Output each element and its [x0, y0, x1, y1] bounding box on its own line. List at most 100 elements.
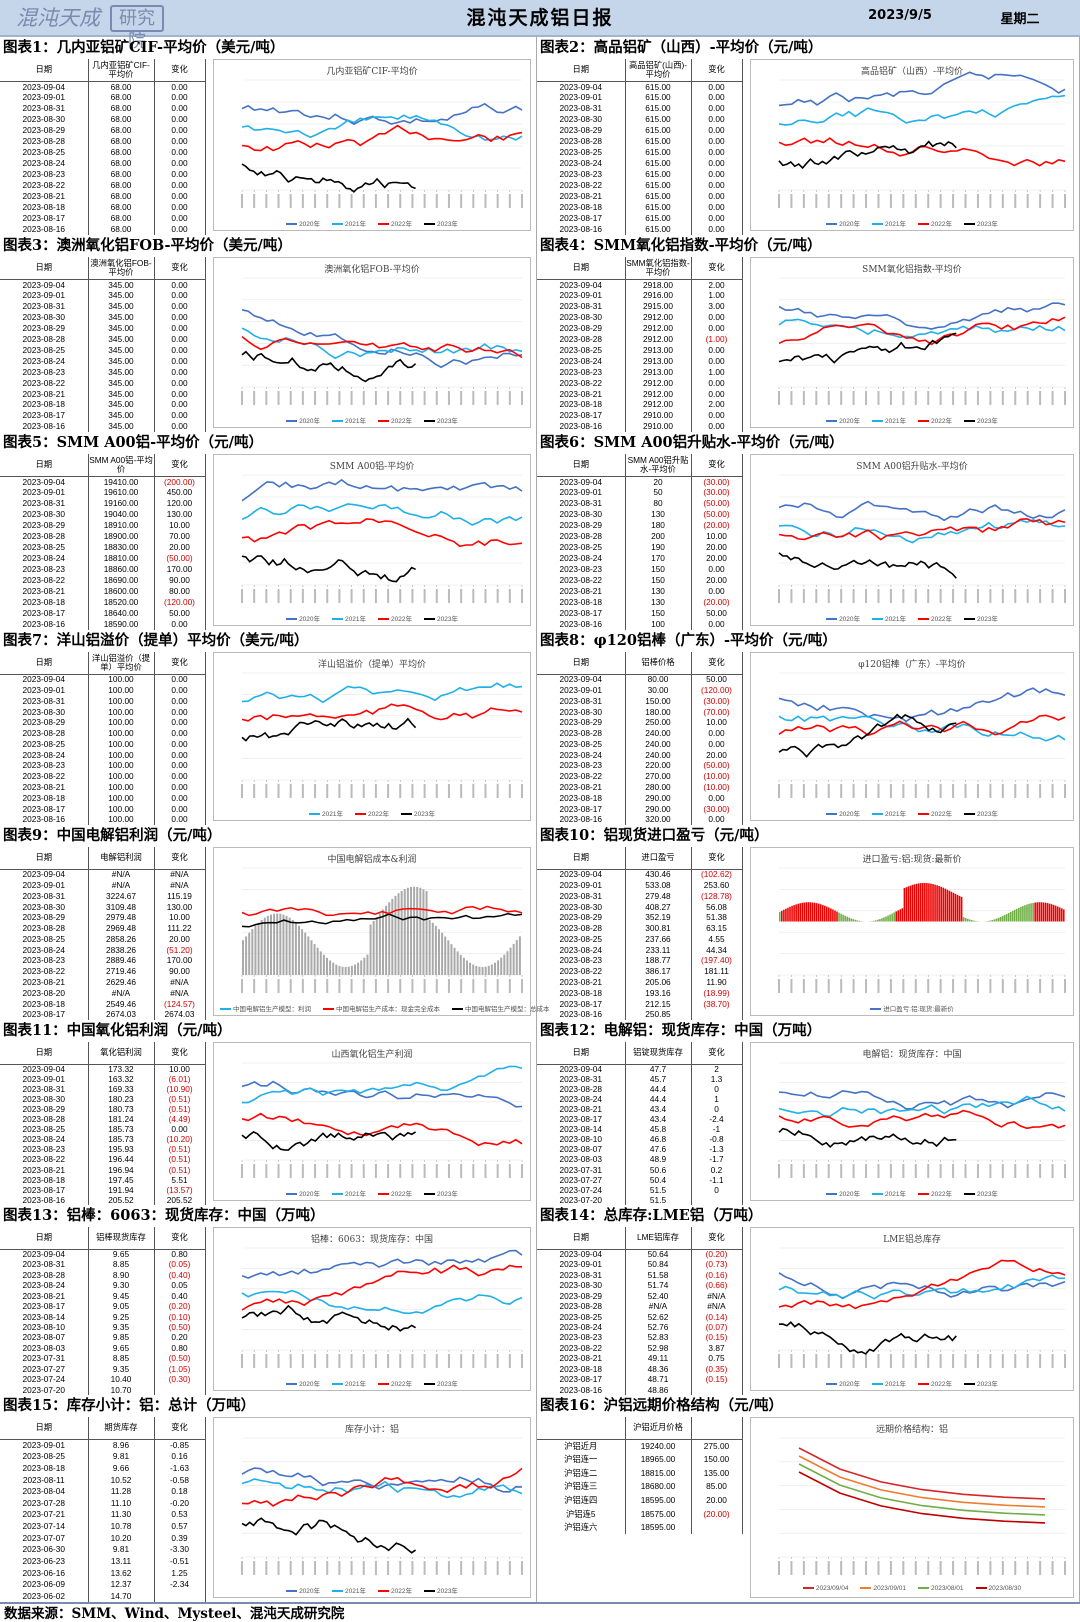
- x-tick-label: [423, 1164, 426, 1178]
- legend-item: 2020年: [826, 1378, 860, 1388]
- legend-swatch: [975, 1587, 987, 1590]
- table-cell: (13.57): [154, 1184, 206, 1195]
- table-cell: 2023-08-17: [537, 998, 626, 1010]
- table-cell: 2023-08-22: [537, 377, 626, 389]
- x-tick-label: [484, 1354, 487, 1368]
- cost-bar: [512, 943, 515, 975]
- table-cell: 0.00: [691, 103, 743, 114]
- line-chart: SMM A00铝升贴水-平均价 2020年 2021年 2022年 2023年: [750, 454, 1074, 626]
- x-tick-label: [521, 979, 523, 993]
- table-cell: 2023-09-01: [0, 92, 89, 103]
- x-tick-label: [277, 1164, 280, 1178]
- x-tick-label: [927, 784, 930, 798]
- table-row: 2023-08-25 100.00 0.00: [0, 738, 206, 750]
- table-cell: 48.36: [625, 1363, 692, 1375]
- x-tick-label: [314, 589, 317, 603]
- legend-label: 2021年: [885, 1381, 906, 1388]
- legend-item: 2023年: [423, 415, 458, 425]
- cost-bar: [270, 914, 272, 975]
- legend-swatch: [872, 1383, 884, 1386]
- table-cell: (0.51): [154, 1104, 206, 1115]
- table-row: 2023-08-16 100.00 0.00: [0, 814, 206, 825]
- legend-label: 2020年: [299, 1381, 321, 1388]
- table-cell: (30.00): [691, 487, 743, 498]
- data-table: 日期 SMM氧化铝指数-平均价 变化 2023-09-04 2918.00 2.00 202…: [537, 257, 743, 432]
- table-header-cell: 日期: [537, 59, 626, 82]
- table-cell: 2674.03: [88, 1009, 155, 1020]
- profit-bar: [799, 903, 802, 922]
- cost-bar: [456, 951, 459, 975]
- table-cell: 13.11: [88, 1555, 155, 1567]
- table-cell: 11.90: [691, 976, 743, 988]
- profit-bar: [846, 916, 849, 922]
- table-cell: 100.00: [88, 771, 155, 782]
- table-cell: 2023-06-23: [0, 1555, 89, 1567]
- chart-plot: [241, 1062, 523, 1178]
- table-row: 2023-08-30 130 (50.00): [537, 509, 743, 520]
- cost-bar: [500, 957, 503, 975]
- table-row: 2023-08-30 180.23 (0.51): [0, 1094, 206, 1105]
- x-tick-label: [241, 1164, 243, 1178]
- cost-bar: [484, 966, 487, 975]
- profit-bar: [795, 904, 797, 922]
- chart-panel: 图表7：洋山铝溢价（提单）平均价（美元/吨） 日期 洋山铝溢价（提单）平均价 变化 20…: [0, 630, 537, 825]
- table-cell: 100.00: [88, 814, 155, 825]
- x-tick-label: [484, 589, 487, 603]
- profit-bar: [907, 886, 910, 922]
- table-row: 2023-08-17 2674.03 2674.03: [0, 1009, 206, 1020]
- table-cell: 2023-09-01: [537, 487, 626, 498]
- x-tick-label: [939, 194, 942, 208]
- table-cell: 0.00: [691, 158, 743, 169]
- series-line: [778, 140, 957, 170]
- x-tick-label: [939, 391, 942, 405]
- table-row: 2023-08-23 100.00 0.00: [0, 760, 206, 772]
- table-cell: (6.01): [154, 1074, 206, 1085]
- table-header-cell: 日期: [0, 1227, 89, 1250]
- profit-bar: [915, 883, 918, 922]
- legend-swatch: [870, 1008, 882, 1011]
- table-row: 2023-08-30 3109.48 130.00: [0, 901, 206, 913]
- profit-bar: [858, 920, 861, 922]
- data-table: 沪铝近月价格 沪铝近月 19240.00 275.00 沪铝连一 18965.00 150.…: [537, 1417, 743, 1535]
- table-cell: 2023-08-25: [537, 344, 626, 356]
- table-cell: 9.66: [88, 1462, 155, 1474]
- cost-bar: [469, 962, 472, 975]
- x-tick-label: [939, 1561, 942, 1575]
- x-tick-label: [423, 391, 426, 405]
- x-tick-label: [301, 979, 304, 993]
- table-cell: 0.00: [154, 311, 206, 323]
- x-tick-label: [1051, 1354, 1054, 1368]
- table-row: 2023-08-30 408.27 56.08: [537, 901, 743, 913]
- x-tick-label: [927, 1561, 930, 1575]
- table-cell: 10.40: [88, 1374, 155, 1385]
- x-tick-label: [1001, 1354, 1004, 1368]
- table-cell: 163.32: [88, 1074, 155, 1085]
- legend-swatch: [332, 618, 344, 621]
- table-row: 2023-08-16 250.85: [537, 1009, 743, 1020]
- table-cell: 0.00: [691, 420, 743, 432]
- cost-bar: [400, 890, 403, 975]
- table-cell: 18680.00: [625, 1479, 692, 1494]
- cost-bar: [304, 932, 307, 975]
- x-tick-label: [374, 391, 377, 405]
- table-row: 2023-08-24 44.4 1: [537, 1094, 743, 1105]
- x-tick-label: [253, 1354, 256, 1368]
- table-cell: 345.00: [88, 420, 155, 432]
- company-logo: 混沌天成 研究院: [6, 5, 164, 52]
- legend-item: 进口盈亏:铝:现货:最新价: [870, 1003, 954, 1013]
- profit-bar: [903, 888, 906, 922]
- table-cell: 9.05: [88, 1301, 155, 1312]
- table-cell: 130.00: [154, 509, 206, 520]
- legend-item: 2020年: [286, 218, 320, 228]
- table-cell: 130.00: [154, 901, 206, 913]
- table-row: 2023-08-22 2912.00 0.00: [537, 377, 743, 389]
- legend-swatch: [826, 618, 838, 621]
- table-cell: 0.00: [154, 180, 206, 191]
- table-cell: 408.27: [625, 901, 692, 913]
- profit-bar: [887, 915, 889, 922]
- line-chart: 进口盈亏:铝:现货:最新价 进口盈亏:铝:现货:最新价: [750, 847, 1074, 1016]
- table-cell: 9.25: [88, 1311, 155, 1322]
- table-cell: 2023-08-17: [0, 1301, 89, 1312]
- x-tick-label: [865, 1164, 868, 1178]
- table-cell: 0.00: [691, 147, 743, 158]
